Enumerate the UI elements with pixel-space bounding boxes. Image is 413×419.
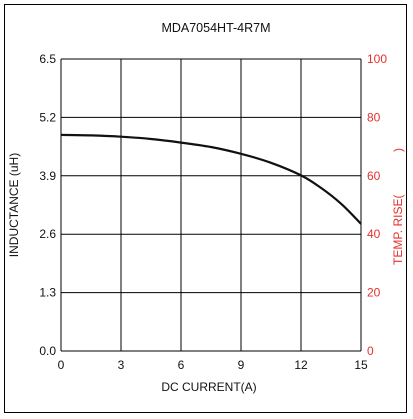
y2-tick-label: 0 [367, 344, 374, 358]
y2-axis-label: TEMP. RISE( [391, 195, 405, 265]
y-tick-label: 0.0 [39, 344, 56, 358]
x-axis-label: DC CURRENT(A) [161, 380, 256, 394]
y2-tick-label: 60 [367, 169, 381, 183]
tick-labels: 0 3 6 9 12 15 0.0 1.3 2.6 3.9 5.2 6.5 0 20 40 60 80 100 [39, 52, 387, 372]
y2-tick-label: 100 [367, 52, 387, 66]
y-tick-label: 3.9 [39, 169, 56, 183]
y-tick-label: 5.2 [39, 110, 56, 124]
y2-tick-label: 80 [367, 110, 381, 124]
y-tick-label: 2.6 [39, 227, 56, 241]
x-tick-label: 3 [118, 358, 125, 372]
x-tick-label: 0 [58, 358, 65, 372]
y2-axis-label-close: ) [391, 148, 405, 152]
y-tick-label: 1.3 [39, 286, 56, 300]
inductance-curve [60, 133, 362, 225]
y-tick-label: 6.5 [39, 52, 56, 66]
chart-frame [4, 4, 407, 413]
x-tick-label: 6 [178, 358, 185, 372]
y-axis-label: INDUCTANCE (uH) [7, 153, 21, 257]
y2-tick-label: 40 [367, 227, 381, 241]
y2-tick-label: 20 [367, 286, 381, 300]
x-tick-label: 9 [238, 358, 245, 372]
x-tick-label: 15 [354, 358, 368, 372]
x-tick-label: 12 [294, 358, 308, 372]
y2-axis-label-group: TEMP. RISE( ) [391, 148, 405, 265]
chart-title: MDA7054HT-4R7M [161, 21, 270, 35]
grid [60, 58, 362, 352]
